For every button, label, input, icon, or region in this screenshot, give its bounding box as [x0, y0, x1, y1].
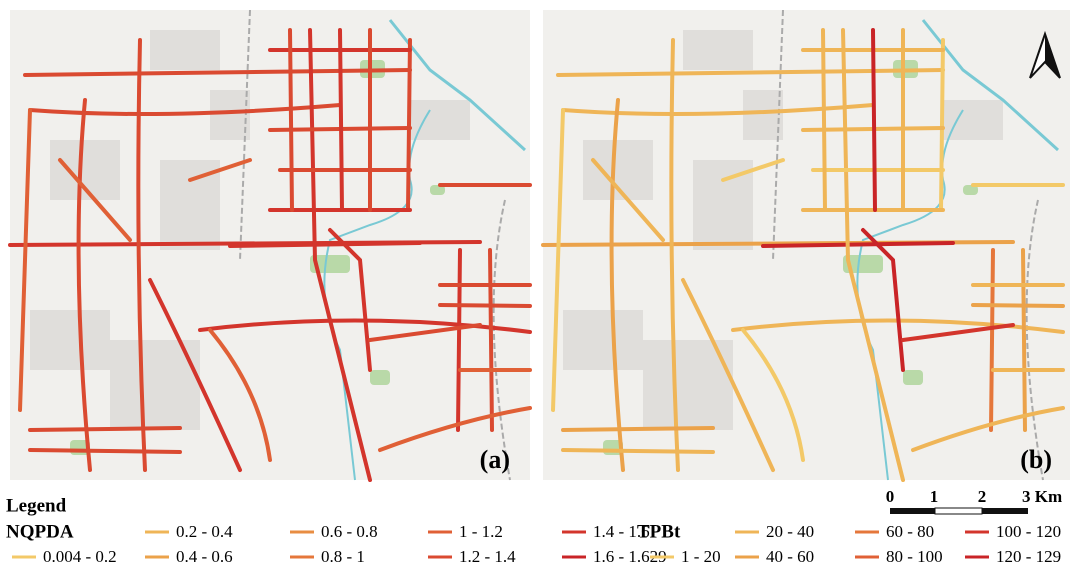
legend-label: 40 - 60: [766, 547, 814, 566]
road: [609, 98, 625, 472]
road: [456, 248, 462, 432]
road: [338, 28, 344, 212]
legend-label: 1 - 1.2: [459, 522, 503, 541]
legend-label: 1 - 20: [681, 547, 721, 566]
road: [288, 28, 294, 212]
road: [188, 158, 252, 182]
legend-label: 1.2 - 1.4: [459, 547, 516, 566]
road: [561, 426, 715, 432]
road: [228, 241, 422, 248]
built-area: [410, 100, 470, 140]
road: [58, 158, 132, 242]
rail: [239, 9, 511, 481]
panel-label: (b): [1020, 445, 1052, 474]
road: [561, 103, 875, 116]
road: [989, 248, 995, 432]
legend-label: 1.6 - 1.629: [593, 547, 667, 566]
road: [669, 38, 680, 472]
road: [28, 103, 342, 116]
road: [681, 278, 775, 472]
park: [963, 185, 978, 195]
road: [308, 28, 372, 482]
road: [23, 68, 412, 77]
road: [561, 448, 715, 454]
road: [208, 328, 272, 462]
road: [911, 406, 1065, 452]
panel-label: (a): [480, 445, 510, 474]
road: [871, 28, 877, 212]
road: [841, 28, 905, 482]
legend-label: 0.2 - 0.4: [176, 522, 233, 541]
legend-label: 80 - 100: [886, 547, 943, 566]
road: [741, 328, 805, 462]
road: [368, 323, 482, 342]
legend-label: 0.8 - 1: [321, 547, 365, 566]
legend-label: 0.004 - 0.2: [43, 547, 117, 566]
legend-label: 100 - 120: [996, 522, 1061, 541]
road: [556, 68, 945, 77]
road: [406, 38, 412, 212]
park: [843, 255, 883, 273]
road: [591, 158, 665, 242]
road: [18, 108, 32, 412]
road: [378, 406, 532, 452]
north-arrow: [1029, 30, 1061, 79]
scale-label: 3 Km: [1022, 487, 1062, 506]
rail: [772, 9, 1044, 481]
map-panel: [8, 9, 532, 482]
road: [328, 228, 372, 372]
road: [1021, 248, 1027, 432]
scale-label: 1: [930, 487, 939, 506]
legend-label: 60 - 80: [886, 522, 934, 541]
legend-label: 120 - 129: [996, 547, 1061, 566]
park: [430, 185, 445, 195]
road: [731, 318, 1065, 334]
road: [76, 98, 92, 472]
legend-group-title: TPBt: [637, 521, 681, 542]
legend-label: 0.4 - 0.6: [176, 547, 233, 566]
map-panel: [541, 9, 1070, 482]
legend-group-title: NQPDA: [6, 521, 74, 542]
park: [310, 255, 350, 273]
road: [438, 303, 532, 308]
built-area: [563, 310, 643, 370]
road: [761, 241, 955, 248]
scale-label: 0: [886, 487, 895, 506]
park: [903, 370, 923, 385]
road: [148, 278, 242, 472]
park: [370, 370, 390, 385]
legend-label: 20 - 40: [766, 522, 814, 541]
built-area: [683, 30, 753, 70]
road: [488, 248, 494, 432]
built-area: [150, 30, 220, 70]
legend-label: 1.4 - 1.6: [593, 522, 650, 541]
road: [939, 38, 945, 212]
built-area: [210, 90, 250, 140]
road: [721, 158, 785, 182]
scale-bar: [890, 507, 1028, 515]
road: [861, 228, 905, 372]
road: [28, 448, 182, 454]
road: [136, 38, 147, 472]
road: [821, 28, 827, 212]
scale-label: 2: [978, 487, 987, 506]
road: [971, 303, 1065, 308]
road: [551, 108, 565, 412]
legend-title: Legend: [6, 495, 67, 516]
road: [901, 323, 1015, 342]
legend-label: 0.6 - 0.8: [321, 522, 378, 541]
built-area: [943, 100, 1003, 140]
built-area: [743, 90, 783, 140]
road: [198, 318, 532, 334]
built-area: [30, 310, 110, 370]
road: [28, 426, 182, 432]
